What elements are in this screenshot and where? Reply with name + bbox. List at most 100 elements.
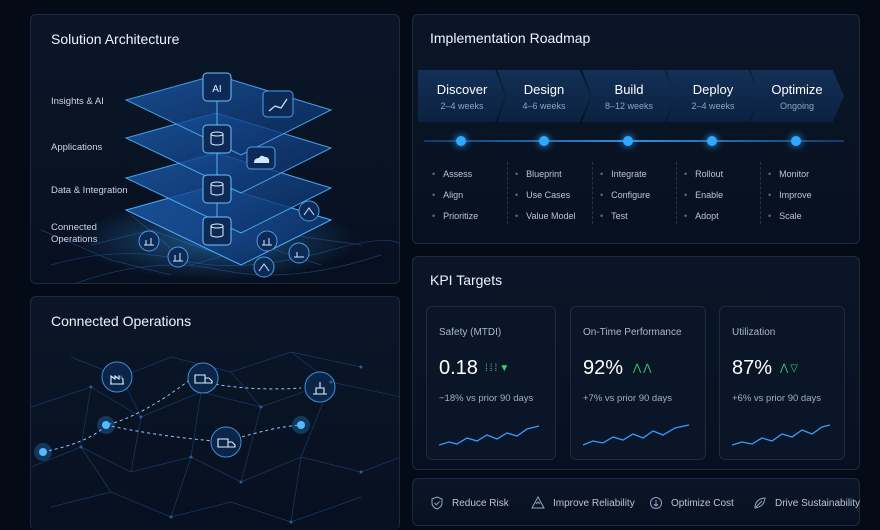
step-item: • Improve [768,190,812,200]
kpi-card-on-time[interactable]: On-Time Performance 92% ⋀⋀ +7% vs prior … [570,306,706,460]
sparkline-utilization [732,424,831,446]
steps-discover: • Assess • Align • Prioritize [432,164,478,227]
steps-optimize: • Monitor • Improve • Scale [768,164,812,227]
step-item: • Align [432,190,464,200]
kpi-value: 92% [583,357,624,379]
step-label: Enable [695,190,724,200]
kpi-label: Utilization [732,327,776,338]
step-label: Integrate [611,169,647,179]
kpi-card-safety[interactable]: Safety (MTDI) 0.18 ⁞⁞⁞▼ −18% vs prior 90… [426,306,556,460]
kpi-value: 0.18 [439,357,478,379]
leaf-icon [754,497,766,509]
implementation-roadmap-panel [412,14,860,244]
benefit-improve-reliability: Improve Reliability [531,496,635,510]
step-label: Scale [779,211,802,221]
step-label: Assess [443,169,473,179]
step-label: Blueprint [526,169,562,179]
step-item: • Adopt [684,211,719,221]
benefits-bar [412,478,860,526]
operations-network-map [31,351,399,524]
phase-optimize[interactable]: Optimize Ongoing [750,70,844,122]
sparkline-safety [439,425,540,446]
benefit-drive-sustainability: Drive Sustainability [753,496,860,510]
phase-duration: Ongoing [779,100,815,111]
architecture-stack-graphic: AI [40,72,399,283]
step-item: • Prioritize [432,211,479,221]
phase-name: Build [614,81,644,97]
kpi-delta: +7% vs prior 90 days [583,393,672,404]
roadmap-timeline-line [424,140,844,142]
phase-build[interactable]: Build 8–12 weeks [582,70,676,122]
steps-build: • Integrate • Configure • Test [600,164,650,227]
kpi-card-utilization[interactable]: Utilization 87% ⋀▽ +6% vs prior 90 days [719,306,845,460]
step-label: Align [443,190,464,200]
layer-label-data-integration: Data & Integration [51,185,128,196]
timeline-dot-deploy [707,136,717,146]
kpi-label: On-Time Performance [583,327,682,338]
timeline-dot-design [539,136,549,146]
step-item: • Value Model [515,211,576,221]
benefit-label: Reduce Risk [452,497,509,509]
step-item: • Test [600,211,628,221]
layer-label-applications: Applications [51,142,103,153]
step-label: Value Model [526,211,576,221]
step-item: • Configure [600,190,651,200]
phase-name: Deploy [692,81,734,97]
step-item: • Rollout [684,169,724,179]
step-divider [592,162,593,224]
timeline-dot-build [623,136,633,146]
svg-text:AI: AI [212,84,221,95]
phase-design[interactable]: Design 4–6 weeks [497,70,591,122]
step-label: Configure [611,190,651,200]
step-item: • Scale [768,211,802,221]
step-label: Improve [779,190,812,200]
step-divider [507,162,508,224]
phase-name: Discover [436,81,488,97]
step-label: Rollout [695,169,724,179]
step-item: • Use Cases [515,190,571,200]
kpi-label: Safety (MTDI) [439,327,502,338]
step-item: • Monitor [768,169,810,179]
benefit-label: Improve Reliability [553,497,635,509]
timeline-dot-discover [456,136,466,146]
layer-label-insights: Insights & AI [51,96,104,107]
steps-deploy: • Rollout • Enable • Adopt [684,164,723,227]
step-divider [676,162,677,224]
trend-up-icon: ⋀⋀ [633,363,654,374]
step-item: • Blueprint [515,169,562,179]
step-label: Monitor [779,169,810,179]
step-label: Test [611,211,628,221]
step-item: • Assess [432,169,473,179]
timeline-dot-optimize [791,136,801,146]
phase-duration: 2–4 weeks [691,100,735,111]
sparkline-on-time [583,424,690,446]
layer-label-connected-operations: Connected Operations [51,222,98,245]
kpi-delta: −18% vs prior 90 days [439,393,534,404]
trend-bars-down-icon: ⁞⁞⁞▼ [485,363,512,374]
benefit-label: Optimize Cost [671,497,734,509]
step-label: Adopt [695,211,719,221]
phase-name: Optimize [771,81,823,97]
step-label: Prioritize [443,211,479,221]
trend-up-down-icon: ⋀▽ [780,363,800,374]
reliability-icon [531,496,545,509]
phase-duration: 4–6 weeks [522,100,566,111]
kpi-value: 87% [732,357,773,379]
architecture-title: Solution Architecture [51,31,180,47]
benefit-label: Drive Sustainability [775,497,861,509]
cost-icon [650,497,662,509]
step-divider [760,162,761,224]
phase-duration: 2–4 weeks [440,100,484,111]
step-item: • Integrate [600,169,647,179]
phase-name: Design [523,81,565,97]
shield-check-icon [431,496,443,510]
phase-duration: 8–12 weeks [604,100,654,111]
kpi-title: KPI Targets [430,272,503,288]
steps-design: • Blueprint • Use Cases • Value Model [515,164,576,227]
step-label: Use Cases [526,190,571,200]
operations-title: Connected Operations [51,313,192,329]
phase-deploy[interactable]: Deploy 2–4 weeks [666,70,760,122]
benefit-reduce-risk: Reduce Risk [430,496,509,510]
kpi-delta: +6% vs prior 90 days [732,393,821,404]
phase-discover[interactable]: Discover 2–4 weeks [418,70,506,122]
